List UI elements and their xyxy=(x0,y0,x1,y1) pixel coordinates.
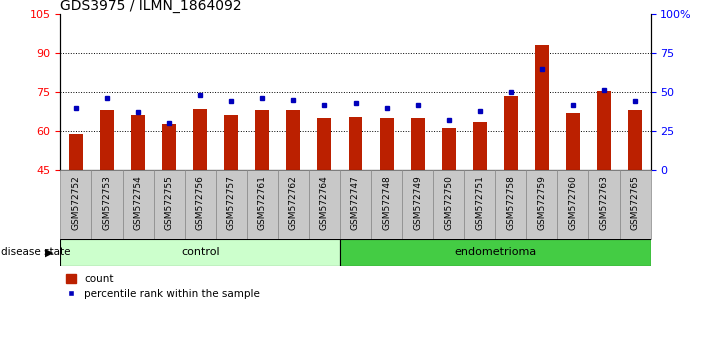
Bar xyxy=(100,110,114,170)
Bar xyxy=(215,170,247,239)
Bar xyxy=(442,129,456,170)
Bar xyxy=(557,170,589,239)
Text: GSM572751: GSM572751 xyxy=(475,176,484,230)
Text: GSM572754: GSM572754 xyxy=(134,176,143,230)
Bar xyxy=(287,110,300,170)
Text: GSM572749: GSM572749 xyxy=(413,176,422,230)
Bar xyxy=(154,170,185,239)
Bar xyxy=(255,110,269,170)
Bar xyxy=(371,170,402,239)
Text: GSM572748: GSM572748 xyxy=(382,176,391,230)
Text: GSM572760: GSM572760 xyxy=(568,176,577,230)
Text: GSM572763: GSM572763 xyxy=(599,176,609,230)
Bar xyxy=(278,170,309,239)
Bar xyxy=(193,109,207,170)
Bar xyxy=(619,170,651,239)
Bar xyxy=(411,118,424,170)
Text: GSM572757: GSM572757 xyxy=(227,176,236,230)
Bar xyxy=(69,133,83,170)
Text: GSM572753: GSM572753 xyxy=(102,176,112,230)
Text: GDS3975 / ILMN_1864092: GDS3975 / ILMN_1864092 xyxy=(60,0,242,13)
Bar xyxy=(122,170,154,239)
Bar xyxy=(473,122,487,170)
Text: GSM572750: GSM572750 xyxy=(444,176,453,230)
Text: disease state: disease state xyxy=(1,247,70,257)
Text: GSM572752: GSM572752 xyxy=(72,176,80,230)
Bar xyxy=(340,239,651,266)
Bar xyxy=(317,118,331,170)
Text: GSM572759: GSM572759 xyxy=(538,176,546,230)
Bar xyxy=(535,45,549,170)
Bar xyxy=(496,170,526,239)
Bar xyxy=(628,110,642,170)
Text: GSM572761: GSM572761 xyxy=(258,176,267,230)
Bar xyxy=(92,170,122,239)
Bar xyxy=(309,170,340,239)
Bar xyxy=(526,170,557,239)
Bar xyxy=(131,115,145,170)
Bar xyxy=(60,170,92,239)
Text: GSM572765: GSM572765 xyxy=(631,176,639,230)
Bar xyxy=(566,113,580,170)
Bar xyxy=(224,115,238,170)
Text: ▶: ▶ xyxy=(45,247,53,257)
Bar xyxy=(340,170,371,239)
Bar xyxy=(597,91,611,170)
Text: GSM572758: GSM572758 xyxy=(506,176,515,230)
Legend: count, percentile rank within the sample: count, percentile rank within the sample xyxy=(65,274,260,299)
Text: GSM572764: GSM572764 xyxy=(320,176,329,230)
Bar xyxy=(162,125,176,170)
Text: GSM572747: GSM572747 xyxy=(351,176,360,230)
Bar xyxy=(247,170,278,239)
Text: GSM572762: GSM572762 xyxy=(289,176,298,230)
Bar xyxy=(402,170,433,239)
Bar xyxy=(464,170,496,239)
Text: GSM572755: GSM572755 xyxy=(165,176,173,230)
Bar xyxy=(589,170,619,239)
Text: endometrioma: endometrioma xyxy=(454,247,536,257)
Bar xyxy=(60,239,340,266)
Text: GSM572756: GSM572756 xyxy=(196,176,205,230)
Bar xyxy=(504,96,518,170)
Bar xyxy=(348,117,363,170)
Text: control: control xyxy=(181,247,220,257)
Bar xyxy=(185,170,215,239)
Bar xyxy=(380,118,394,170)
Bar xyxy=(433,170,464,239)
